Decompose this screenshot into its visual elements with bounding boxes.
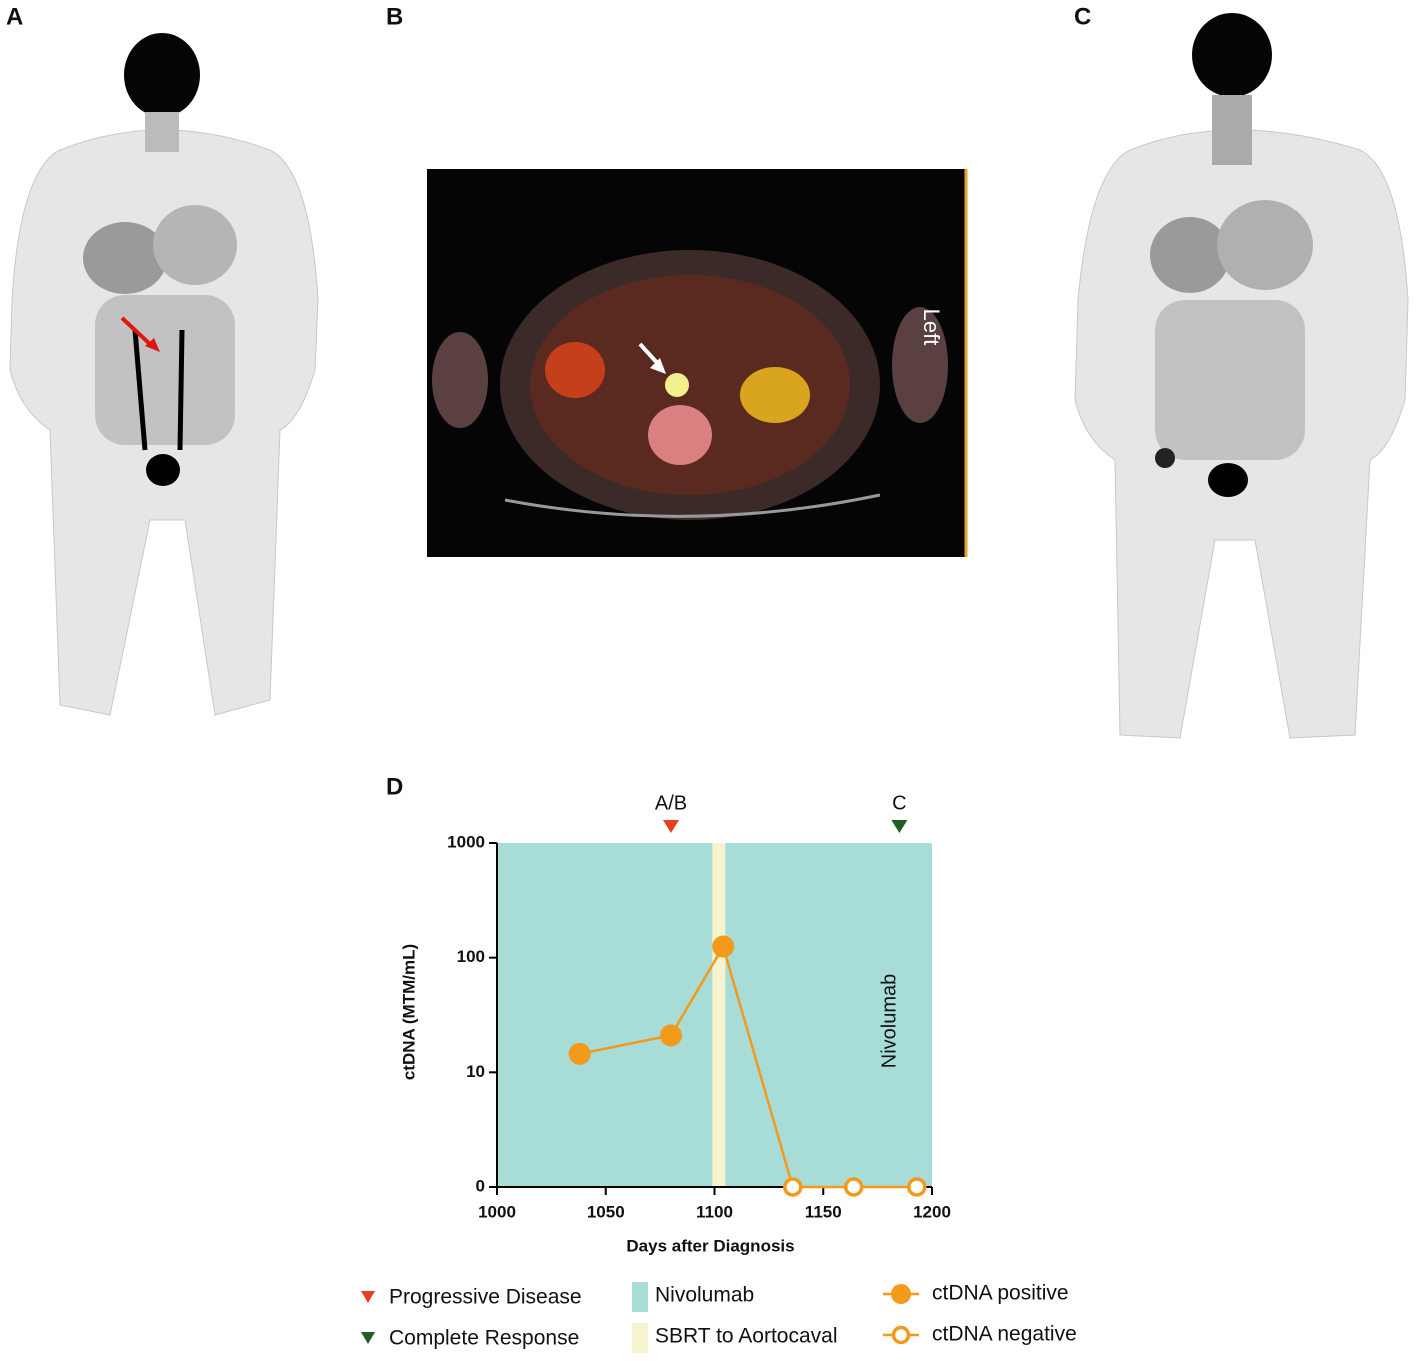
y-tick-label: 100 — [457, 947, 485, 966]
y-tick-label: 10 — [466, 1062, 485, 1081]
legend-label: ctDNA positive — [932, 1282, 1069, 1305]
legend-swatch — [632, 1323, 648, 1353]
y-tick-label: 0 — [476, 1176, 485, 1195]
data-point — [907, 1177, 927, 1197]
x-axis-title: Days after Diagnosis — [626, 1236, 794, 1255]
scan-orientation-label: Left — [919, 309, 944, 346]
legend-label: Progressive Disease — [389, 1286, 582, 1309]
legend-label: Complete Response — [389, 1327, 579, 1350]
event-label: C — [892, 792, 906, 814]
panel-label: C — [1074, 3, 1091, 30]
scan-b: Left — [427, 169, 968, 557]
chart-d: Nivolumab 0 10 100 1000 1000 1050 1100 1150 1200 D… — [361, 792, 1077, 1353]
legend-marker — [891, 1325, 911, 1345]
panel-label: A — [6, 3, 23, 30]
data-point — [783, 1177, 803, 1197]
event-label: A/B — [655, 792, 687, 814]
x-tick-label: 1150 — [805, 1202, 842, 1221]
legend-label: ctDNA negative — [932, 1323, 1077, 1346]
panel-label: B — [386, 3, 403, 30]
data-point — [843, 1177, 864, 1197]
scan-c — [1074, 13, 1409, 739]
region-label: Nivolumab — [878, 974, 900, 1068]
event-marker — [663, 820, 679, 833]
x-tick-label: 1000 — [478, 1202, 516, 1221]
shaded-region — [712, 843, 726, 1187]
legend-marker — [891, 1284, 911, 1304]
x-tick-label: 1050 — [587, 1202, 625, 1221]
x-tick-label: 1200 — [913, 1202, 951, 1221]
scan-a — [9, 33, 319, 716]
panel-label: D — [386, 773, 403, 800]
legend-marker — [361, 1332, 375, 1344]
event-marker — [891, 820, 908, 833]
data-point — [568, 1042, 591, 1065]
y-tick-label: 1000 — [447, 832, 485, 851]
data-point — [660, 1024, 682, 1047]
legend-marker — [361, 1291, 375, 1303]
x-tick-label: 1100 — [696, 1202, 733, 1221]
series-connector — [721, 946, 795, 1188]
legend-label: SBRT to Aortocaval — [655, 1325, 838, 1348]
y-axis-title: ctDNA (MTM/mL) — [399, 944, 418, 1080]
legend-label: Nivolumab — [655, 1284, 754, 1307]
legend-swatch — [632, 1282, 648, 1312]
data-point — [712, 935, 735, 958]
